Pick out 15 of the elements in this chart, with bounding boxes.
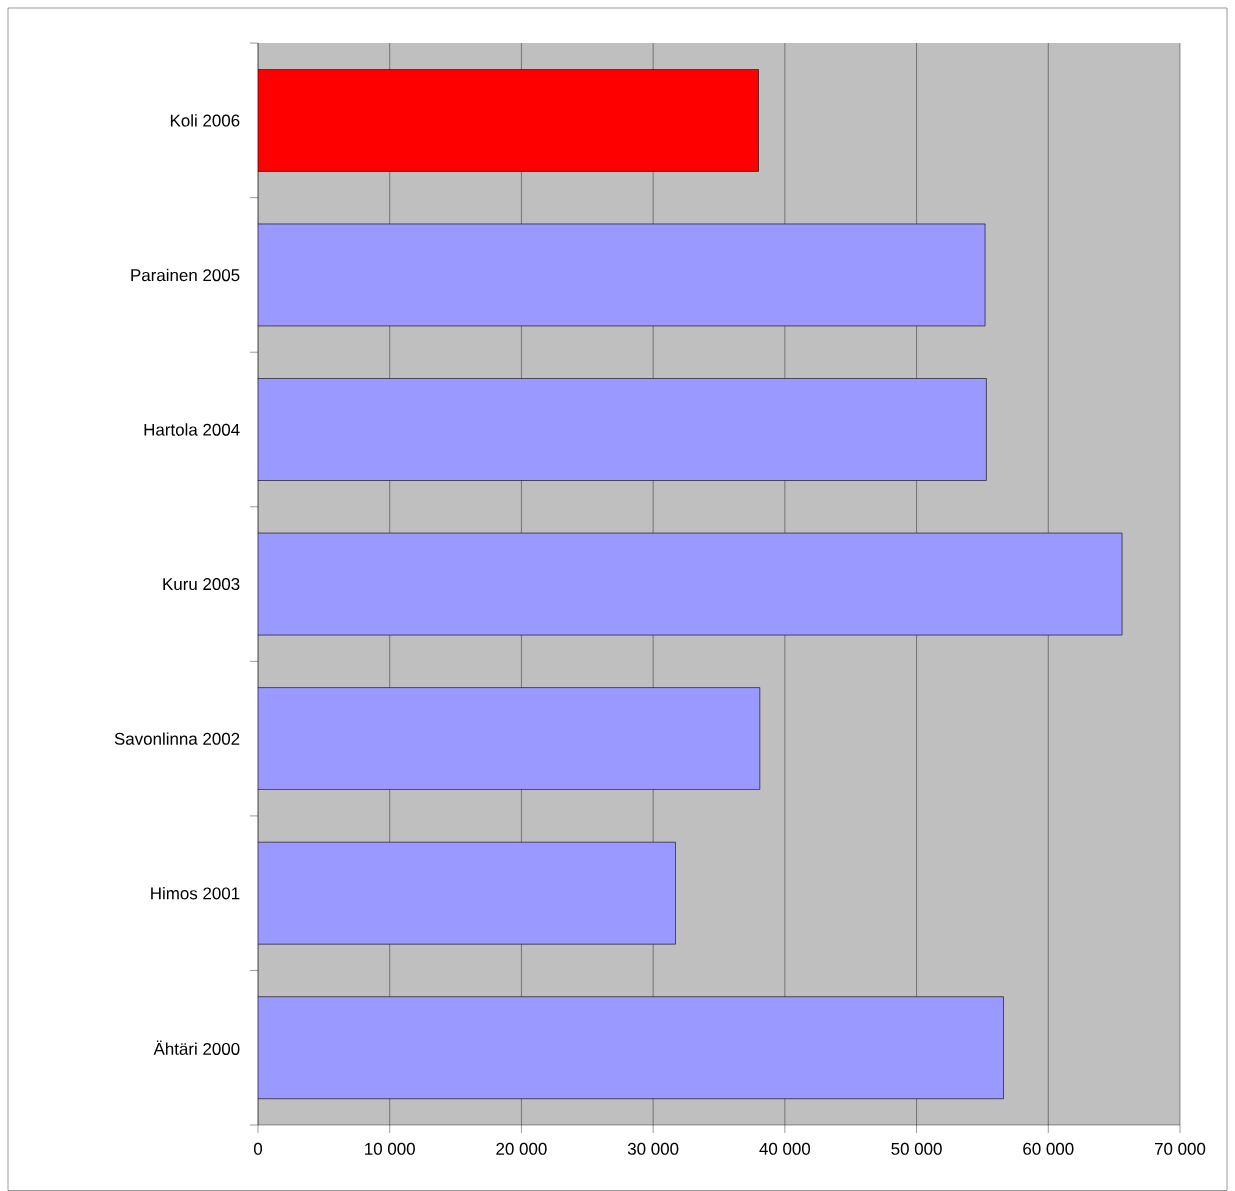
y-tick-label: Hartola 2004 bbox=[144, 423, 240, 436]
y-tick-label: Parainen 2005 bbox=[131, 268, 240, 282]
x-tick-label: 0 bbox=[253, 1142, 263, 1155]
x-tick-label: 40 000 bbox=[759, 1142, 811, 1155]
x-tick-label: 10 000 bbox=[365, 1142, 415, 1155]
x-tick-label: 50 000 bbox=[891, 1142, 942, 1155]
x-tick-label: 70 000 bbox=[1154, 1142, 1206, 1155]
y-tick-label: Himos 2001 bbox=[151, 886, 240, 900]
x-tick-label: 20 000 bbox=[496, 1142, 547, 1155]
x-tick-label: 30 000 bbox=[627, 1142, 679, 1155]
y-tick-label: Ähtäri 2000 bbox=[153, 1040, 240, 1055]
y-tick-label: Savonlinna 2002 bbox=[114, 732, 240, 745]
x-tick-label: 60 000 bbox=[1023, 1142, 1074, 1155]
y-tick-label: Kuru 2003 bbox=[163, 578, 240, 591]
y-tick-label: Koli 2006 bbox=[170, 114, 240, 127]
